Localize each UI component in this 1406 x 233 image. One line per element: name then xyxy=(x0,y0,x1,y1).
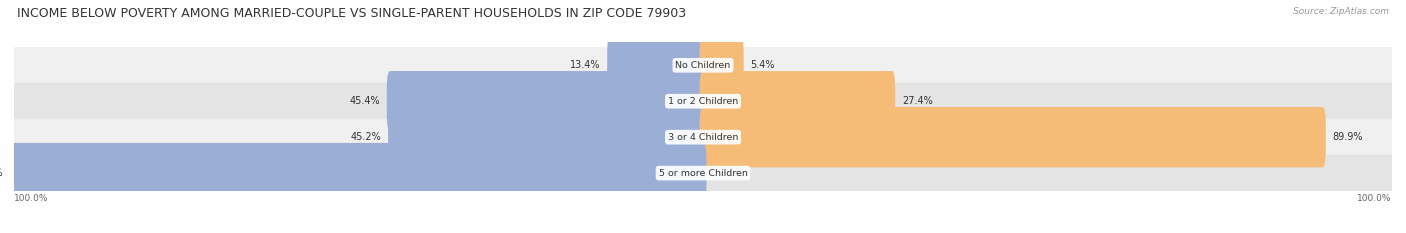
Text: 1 or 2 Children: 1 or 2 Children xyxy=(668,97,738,106)
FancyBboxPatch shape xyxy=(607,35,706,96)
FancyBboxPatch shape xyxy=(700,107,1326,167)
Text: 100.0%: 100.0% xyxy=(14,194,49,203)
Text: 100.0%: 100.0% xyxy=(1357,194,1392,203)
Text: No Children: No Children xyxy=(675,61,731,70)
FancyBboxPatch shape xyxy=(700,35,744,96)
Text: 0.0%: 0.0% xyxy=(720,168,745,178)
FancyBboxPatch shape xyxy=(14,119,1392,155)
FancyBboxPatch shape xyxy=(14,155,1392,192)
Text: 5.4%: 5.4% xyxy=(751,60,775,70)
FancyBboxPatch shape xyxy=(14,47,1392,84)
FancyBboxPatch shape xyxy=(11,143,706,203)
Text: 89.9%: 89.9% xyxy=(1333,132,1364,142)
Text: 45.2%: 45.2% xyxy=(350,132,381,142)
FancyBboxPatch shape xyxy=(387,71,706,131)
Text: 3 or 4 Children: 3 or 4 Children xyxy=(668,133,738,142)
FancyBboxPatch shape xyxy=(14,83,1392,120)
FancyBboxPatch shape xyxy=(388,107,706,167)
Text: 5 or more Children: 5 or more Children xyxy=(658,169,748,178)
Text: 45.4%: 45.4% xyxy=(349,96,380,106)
Text: 27.4%: 27.4% xyxy=(903,96,932,106)
Text: 100.0%: 100.0% xyxy=(0,168,4,178)
FancyBboxPatch shape xyxy=(700,71,896,131)
Text: 13.4%: 13.4% xyxy=(569,60,600,70)
Text: INCOME BELOW POVERTY AMONG MARRIED-COUPLE VS SINGLE-PARENT HOUSEHOLDS IN ZIP COD: INCOME BELOW POVERTY AMONG MARRIED-COUPL… xyxy=(17,7,686,20)
Text: Source: ZipAtlas.com: Source: ZipAtlas.com xyxy=(1294,7,1389,16)
